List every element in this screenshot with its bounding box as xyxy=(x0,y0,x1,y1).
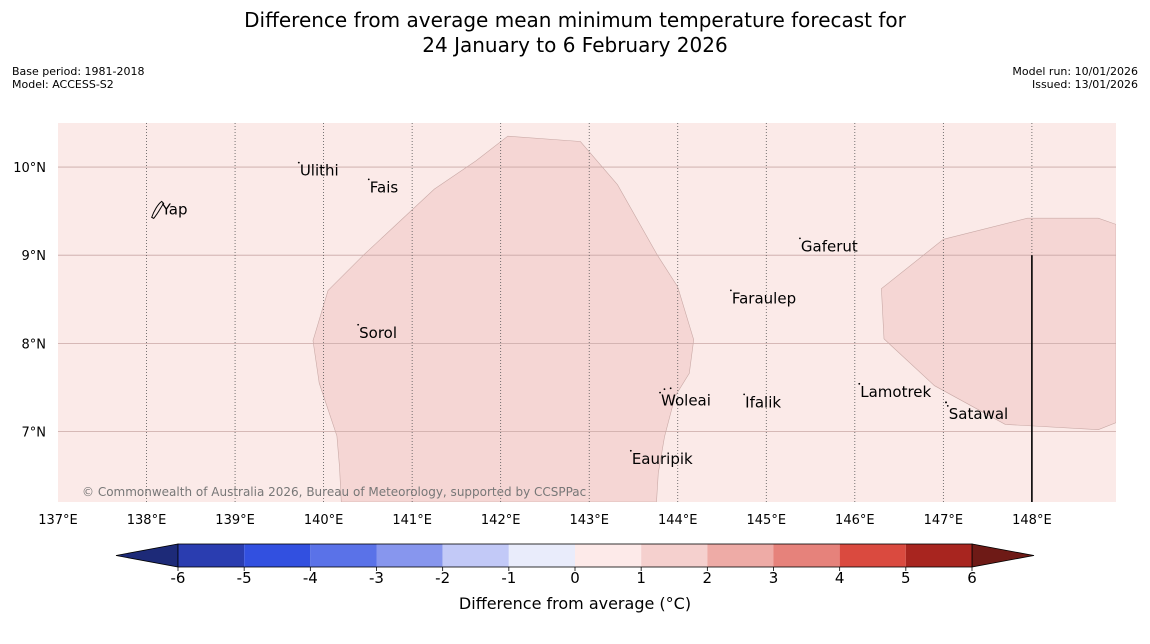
island-marker xyxy=(945,401,948,404)
lat-tick-label: 10°N xyxy=(13,161,46,176)
lon-tick-label: 137°E xyxy=(38,513,78,528)
island-label-ifalik: Ifalik xyxy=(745,393,781,411)
colorbar-under-arrow xyxy=(115,543,179,568)
island-label-ulithi: Ulithi xyxy=(300,162,339,180)
colorbar-tick-label: 2 xyxy=(703,569,713,587)
island-label-sorol: Sorol xyxy=(359,324,397,342)
colorbar-tick-label: 0 xyxy=(570,569,580,587)
colorbar-over-arrow xyxy=(971,543,1035,568)
lon-tick-label: 148°E xyxy=(1012,513,1052,528)
title-line-1: Difference from average mean minimum tem… xyxy=(244,8,906,32)
colorbar-tick-label: 3 xyxy=(769,569,779,587)
island-marker xyxy=(357,323,360,326)
island-marker xyxy=(858,382,861,385)
island-label-woleai: Woleai xyxy=(661,392,711,410)
colorbar-segment xyxy=(641,544,708,567)
island-label-gaferut: Gaferut xyxy=(801,237,858,255)
colorbar-segment xyxy=(575,544,642,567)
colorbar-tick-label: -2 xyxy=(435,569,450,587)
island-marker xyxy=(367,178,370,181)
colorbar-segment xyxy=(244,544,311,567)
colorbar-segment xyxy=(376,544,443,567)
lon-tick-label: 145°E xyxy=(747,513,787,528)
colorbar-tick-label: 4 xyxy=(835,569,845,587)
copyright-note: © Commonwealth of Australia 2026, Bureau… xyxy=(82,485,586,499)
lon-tick-label: 139°E xyxy=(215,513,255,528)
lon-tick-label: 147°E xyxy=(924,513,964,528)
island-label-yap: Yap xyxy=(161,200,188,218)
lon-tick-label: 142°E xyxy=(481,513,521,528)
colorbar-tick-label: -6 xyxy=(171,569,186,587)
colorbar-segment xyxy=(839,544,906,567)
lon-tick-label: 146°E xyxy=(835,513,875,528)
lat-tick-label: 9°N xyxy=(22,249,47,264)
island-marker xyxy=(297,161,300,164)
colorbar-segment xyxy=(508,544,575,567)
lon-tick-label: 140°E xyxy=(304,513,344,528)
model-name: Model: ACCESS-S2 xyxy=(12,78,114,91)
issued-date: Issued: 13/01/2026 xyxy=(1031,78,1138,91)
colorbar-tick-label: -5 xyxy=(237,569,252,587)
island-marker xyxy=(799,237,801,240)
island-marker xyxy=(659,391,661,394)
island-label-satawal: Satawal xyxy=(949,405,1008,423)
colorbar-tick-label: 1 xyxy=(636,569,646,587)
lon-tick-label: 141°E xyxy=(392,513,432,528)
colorbar-tick-label: -3 xyxy=(369,569,384,587)
meta-right: Model run: 10/01/2026 Issued: 13/01/2026 xyxy=(1012,65,1138,91)
meta-left: Base period: 1981-2018 Model: ACCESS-S2 xyxy=(12,65,144,91)
lat-tick-label: 8°N xyxy=(22,337,47,352)
base-period: Base period: 1981-2018 xyxy=(12,65,145,78)
lon-tick-label: 138°E xyxy=(127,513,167,528)
lon-tick-label: 143°E xyxy=(569,513,609,528)
title-line-2: 24 January to 6 February 2026 xyxy=(422,33,728,57)
colorbar-segment xyxy=(310,544,377,567)
anomaly-region-2 xyxy=(881,217,1116,431)
chart-title: Difference from average mean minimum tem… xyxy=(0,8,1150,58)
island-marker xyxy=(743,393,746,396)
island-marker xyxy=(946,404,949,407)
island-marker xyxy=(629,449,632,452)
colorbar-segment xyxy=(773,544,840,567)
colorbar-tick-label: -4 xyxy=(303,569,318,587)
colorbar-title: Difference from average (°C) xyxy=(458,594,692,613)
colorbar-segment xyxy=(707,544,774,567)
colorbar-tick-label: -1 xyxy=(501,569,516,587)
yap-island-outline xyxy=(151,200,165,220)
island-label-lamotrek: Lamotrek xyxy=(860,383,931,401)
island-marker xyxy=(669,387,672,390)
colorbar-segment xyxy=(178,544,245,567)
colorbar-tick-label: 6 xyxy=(967,569,977,587)
island-marker xyxy=(729,289,732,292)
colorbar-segment xyxy=(442,544,509,567)
anomaly-region-1 xyxy=(312,135,695,502)
island-label-fais: Fais xyxy=(370,178,399,196)
island-label-faraulep: Faraulep xyxy=(732,289,796,307)
lat-tick-label: 7°N xyxy=(22,425,47,440)
colorbar-segment xyxy=(905,544,972,567)
island-marker xyxy=(663,388,666,391)
lon-tick-label: 144°E xyxy=(658,513,698,528)
island-label-eauripik: Eauripik xyxy=(632,450,693,468)
colorbar-tick-label: 5 xyxy=(901,569,911,587)
model-run: Model run: 10/01/2026 xyxy=(1012,65,1138,78)
